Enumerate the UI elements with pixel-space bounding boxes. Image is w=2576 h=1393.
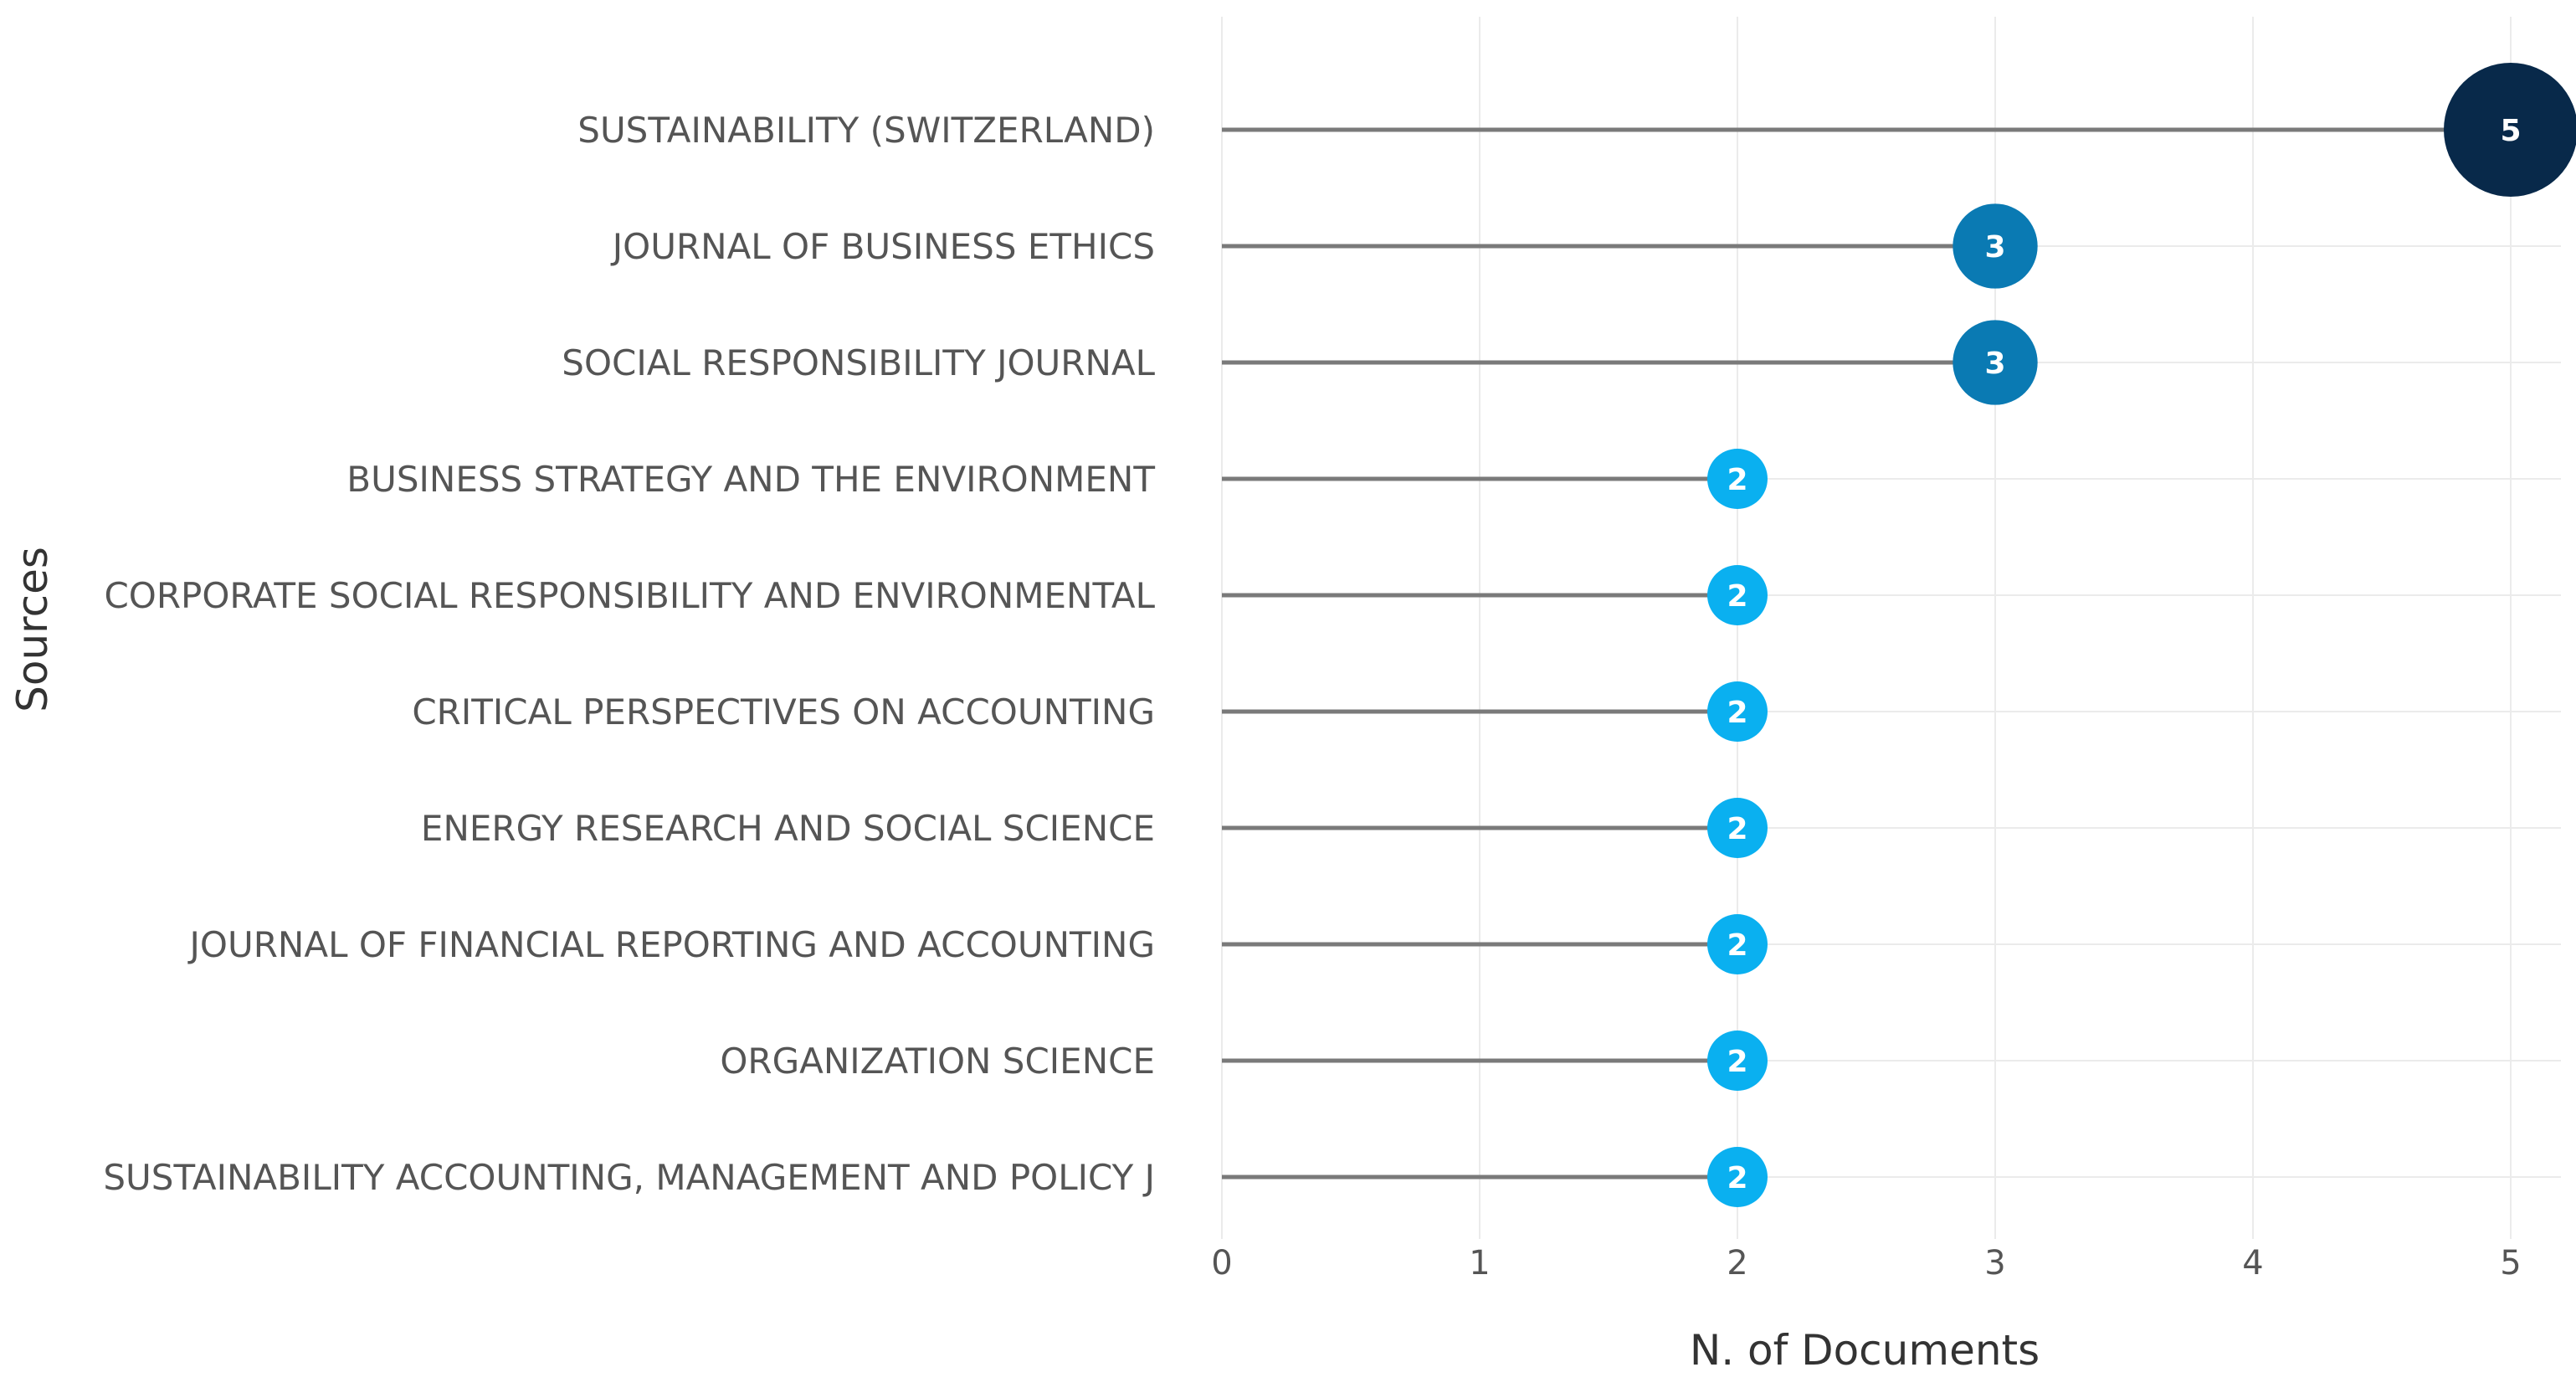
x-tick-label: 3 xyxy=(1984,1244,2005,1282)
x-tick-labels: 0 1 2 3 4 5 xyxy=(1211,1244,2521,1282)
x-tick-label: 5 xyxy=(2500,1244,2521,1282)
lollipop-bubble xyxy=(1953,320,2038,405)
bubble-data-label: 3 xyxy=(1984,230,2005,265)
bubble-data-label: 2 xyxy=(1727,1161,1747,1195)
lollipop-bubble xyxy=(1707,798,1768,858)
lollipop-bubble xyxy=(1953,203,2038,289)
bubble-data-label: 2 xyxy=(1727,579,1747,614)
source-label: JOURNAL OF BUSINESS ETHICS xyxy=(610,226,1155,267)
x-tick-label: 2 xyxy=(1727,1244,1747,1282)
source-label: SUSTAINABILITY ACCOUNTING, MANAGEMENT AN… xyxy=(103,1157,1155,1198)
bubble-data-label: 2 xyxy=(1727,1045,1747,1079)
bubble-data-label: 2 xyxy=(1727,812,1747,846)
source-label: SUSTAINABILITY (SWITZERLAND) xyxy=(577,110,1155,151)
source-label: BUSINESS STRATEGY AND THE ENVIRONMENT xyxy=(346,459,1155,500)
bubble-data-label: 2 xyxy=(1727,696,1747,730)
stem-layer xyxy=(1222,127,2511,1180)
lollipop-bubble xyxy=(1707,914,1768,974)
grid-layer xyxy=(1221,17,2561,1239)
lollipop-bubble xyxy=(1707,681,1768,742)
bubble-data-label: 3 xyxy=(1984,347,2005,381)
source-label: ENERGY RESEARCH AND SOCIAL SCIENCE xyxy=(421,808,1155,849)
bubble-data-label: 2 xyxy=(1727,928,1747,963)
category-labels: SUSTAINABILITY (SWITZERLAND) JOURNAL OF B… xyxy=(103,110,1155,1198)
lollipop-bubble xyxy=(1707,565,1768,625)
source-label: JOURNAL OF FINANCIAL REPORTING AND ACCOU… xyxy=(187,924,1155,965)
source-label: ORGANIZATION SCIENCE xyxy=(720,1041,1155,1082)
source-label: CRITICAL PERSPECTIVES ON ACCOUNTING xyxy=(412,691,1155,732)
source-label: CORPORATE SOCIAL RESPONSIBILITY AND ENVI… xyxy=(104,575,1155,616)
lollipop-bubble xyxy=(1707,1147,1768,1207)
y-axis-title: Sources xyxy=(8,547,57,712)
x-tick-label: 1 xyxy=(1469,1244,1490,1282)
lollipop-bubble xyxy=(1707,449,1768,509)
x-tick-label: 0 xyxy=(1211,1244,1232,1282)
x-axis-title: N. of Documents xyxy=(1690,1326,2040,1375)
bubble-layer: 5 3 3 2 2 2 2 2 2 2 xyxy=(1707,63,2576,1207)
source-label: SOCIAL RESPONSIBILITY JOURNAL xyxy=(562,342,1155,383)
lollipop-bubble xyxy=(2444,63,2576,197)
bubble-data-label: 2 xyxy=(1727,463,1747,497)
bubble-data-label: 5 xyxy=(2500,114,2521,148)
x-tick-label: 4 xyxy=(2242,1244,2263,1282)
lollipop-bubble xyxy=(1707,1031,1768,1091)
